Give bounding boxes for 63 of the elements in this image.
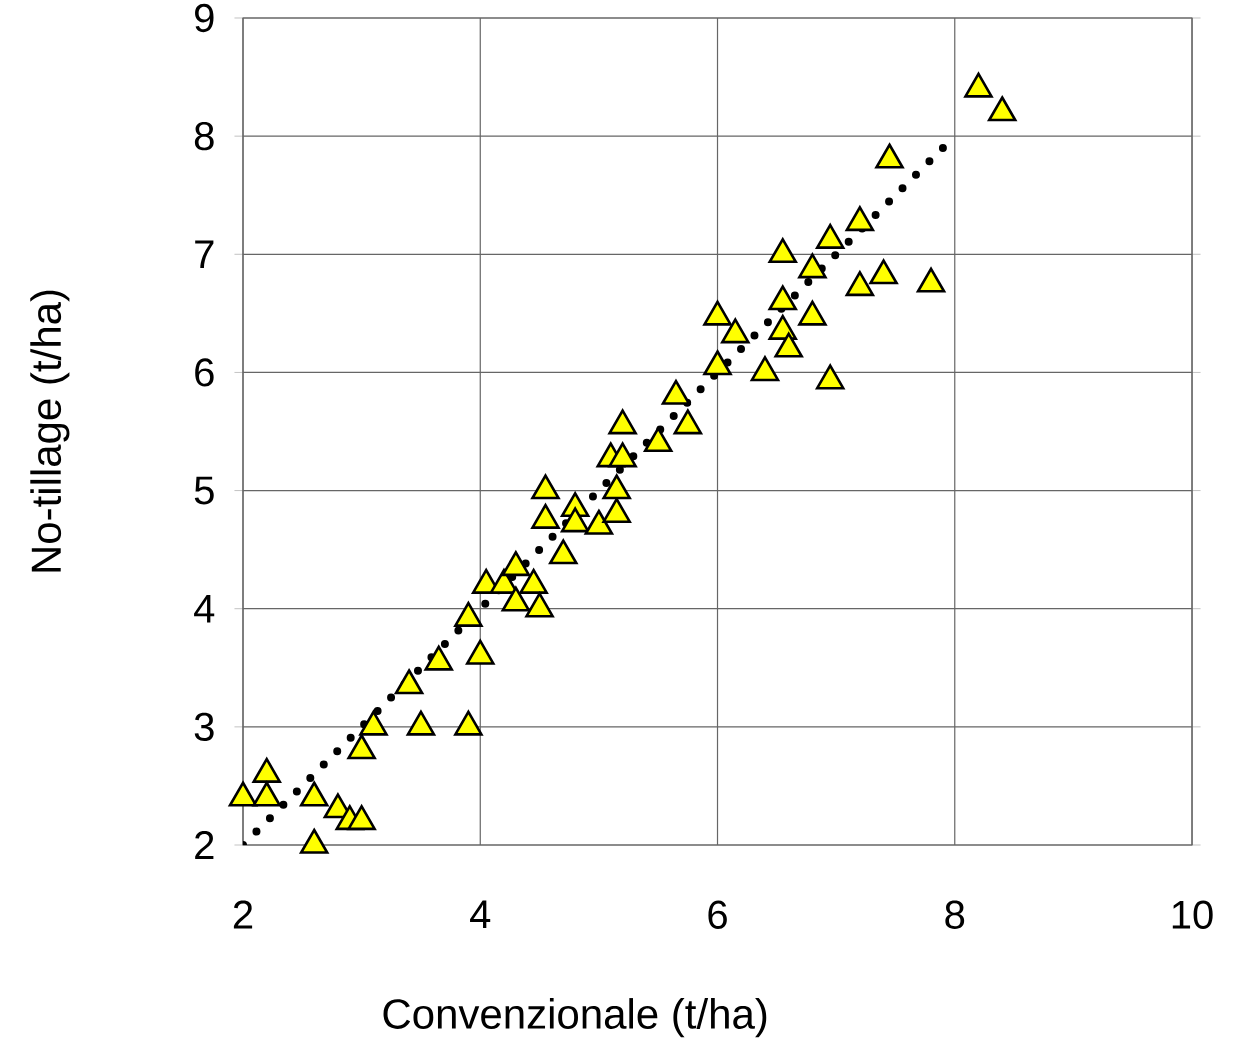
point — [608, 442, 637, 468]
x-tick-label: 2 — [233, 900, 253, 929]
y-tick-label: 2 — [195, 831, 214, 859]
point — [815, 364, 845, 390]
point — [869, 259, 898, 285]
point — [875, 143, 904, 169]
y-tick-label: 7 — [195, 240, 214, 269]
point — [750, 356, 780, 382]
x-axis-title: Convenzionale (t/ha) — [383, 998, 767, 1038]
point — [406, 710, 436, 736]
point — [531, 474, 560, 500]
point — [252, 757, 282, 783]
point — [465, 639, 495, 665]
point — [703, 300, 732, 326]
point — [987, 96, 1017, 122]
point — [347, 805, 376, 831]
point — [643, 427, 673, 453]
x-tick-label: 10 — [1172, 900, 1213, 929]
point — [424, 645, 454, 671]
point — [347, 734, 376, 760]
point — [359, 710, 388, 736]
point — [815, 223, 845, 249]
y-tick-label: 6 — [195, 358, 214, 387]
point — [608, 409, 637, 435]
point — [798, 253, 827, 279]
point — [845, 271, 875, 297]
point — [299, 781, 329, 807]
point — [519, 568, 548, 594]
point — [721, 318, 750, 344]
point — [394, 669, 424, 695]
y-tick-label: 3 — [194, 712, 214, 741]
point — [964, 72, 993, 98]
point — [798, 300, 827, 326]
point — [661, 379, 691, 405]
x-tick-label: 8 — [945, 900, 965, 929]
point — [703, 350, 732, 376]
y-tick-label: 5 — [194, 476, 214, 505]
y-axis-title: No-tillage (t/ha) — [30, 290, 70, 572]
y-tick-label: 4 — [194, 594, 215, 623]
point — [501, 586, 531, 612]
point — [673, 409, 703, 435]
point — [768, 237, 798, 264]
x-tick-label: 6 — [708, 900, 727, 929]
y-tick-label: 8 — [194, 121, 214, 151]
x-tick-label: 4 — [470, 900, 491, 929]
point — [549, 539, 578, 565]
point — [299, 828, 329, 854]
point — [560, 507, 590, 533]
point — [228, 781, 258, 807]
point — [916, 267, 946, 293]
point — [454, 710, 483, 736]
point — [602, 497, 631, 523]
point — [252, 781, 282, 807]
y-tick-label: 9 — [195, 3, 214, 33]
point — [845, 206, 875, 232]
point — [525, 592, 554, 618]
point — [602, 474, 631, 500]
point — [501, 551, 531, 577]
point — [454, 601, 483, 627]
point — [584, 509, 614, 535]
point — [531, 503, 560, 529]
point — [768, 285, 798, 311]
point — [774, 332, 803, 358]
